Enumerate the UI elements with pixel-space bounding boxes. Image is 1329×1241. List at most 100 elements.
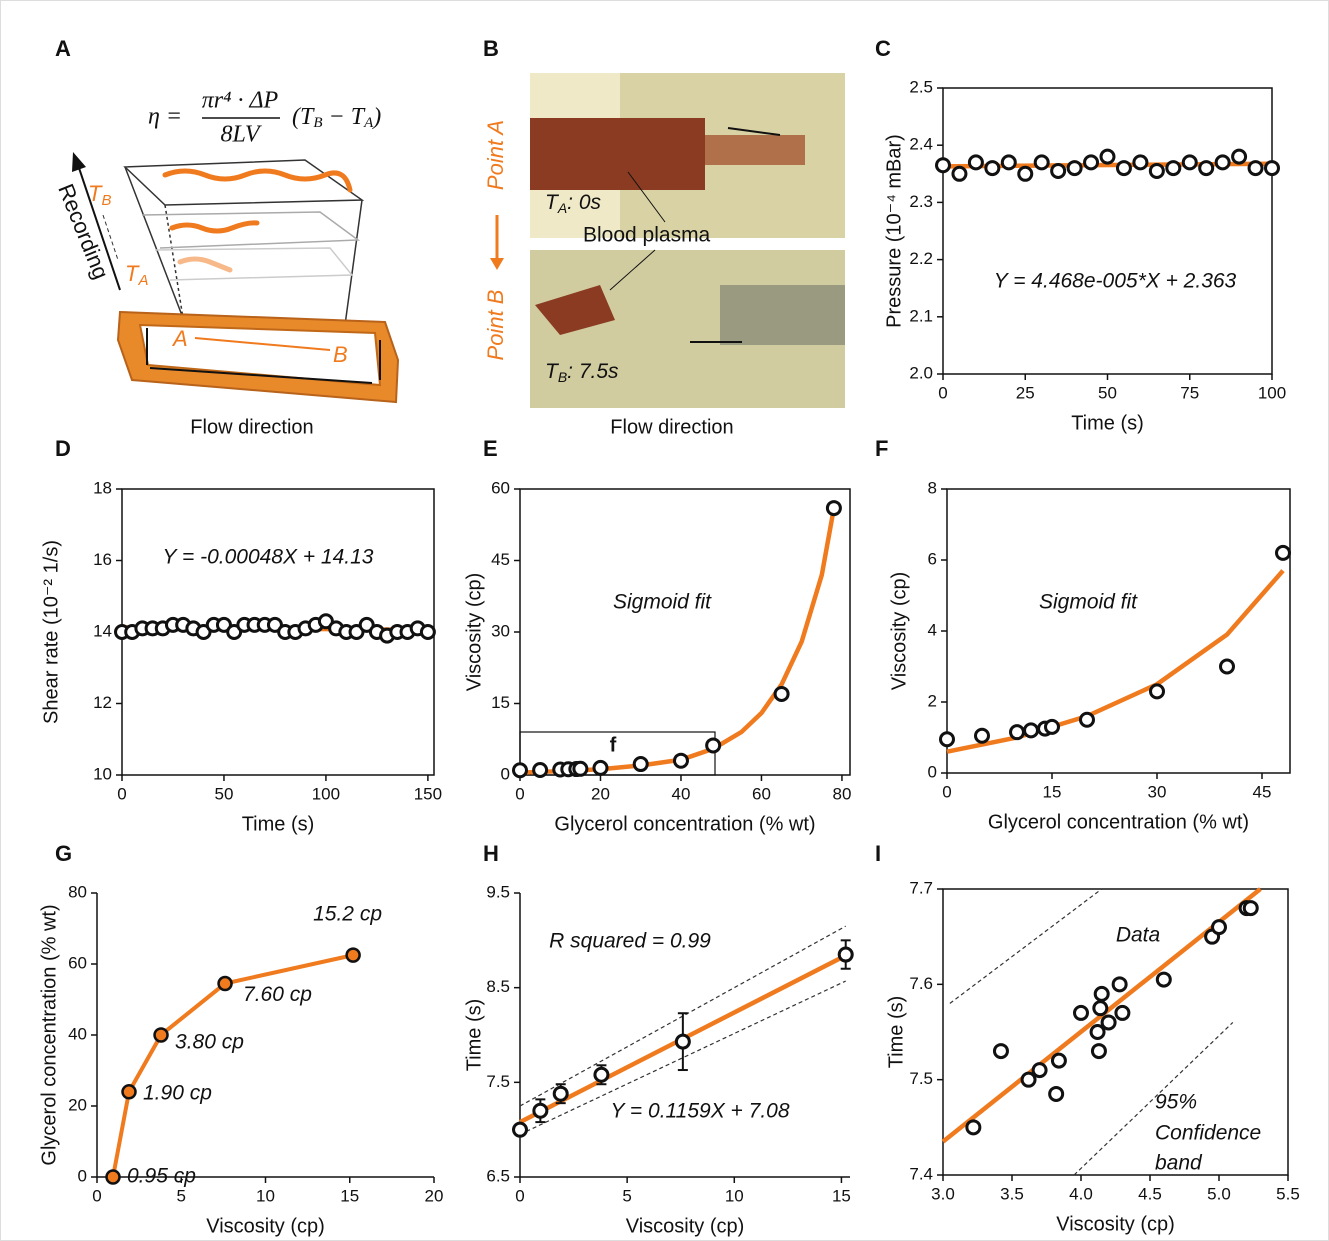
- x-tick-label: 5: [177, 1186, 186, 1205]
- data-point: [1073, 1004, 1089, 1021]
- x-tick-label: 0: [515, 784, 524, 803]
- panel-label: C: [875, 36, 891, 61]
- point-a: A: [171, 326, 188, 351]
- point-label: 0.95 cp: [127, 1165, 196, 1188]
- data-point: [105, 1169, 121, 1185]
- y-tick-label: 20: [68, 1095, 87, 1114]
- data-point: [1242, 900, 1259, 917]
- data-point: [705, 737, 722, 754]
- y-tick-label: 2.5: [909, 77, 933, 96]
- chart-panel: C 0 25 50 75 100 2.0 2.1 2.2 2.3 2.4 2.5 Time (s) Pre…: [875, 36, 1286, 434]
- data-point: [1020, 1071, 1037, 1088]
- tb-label: TB: 7.5s: [545, 360, 619, 385]
- x-axis-label: Time (s): [242, 813, 315, 835]
- data-point: [1264, 160, 1280, 177]
- data-point: [1033, 154, 1050, 171]
- data-point: [1050, 1052, 1067, 1069]
- x-axis-label: Glycerol concentration (% wt): [988, 811, 1249, 833]
- panel-b: B Point A Point B TA: 0s Blood plasma TB…: [483, 36, 845, 438]
- data-point: [1092, 1000, 1109, 1017]
- annotation: Sigmoid fit: [1039, 591, 1138, 614]
- data-point: [1017, 165, 1034, 182]
- tb-part: T: [88, 181, 103, 206]
- y-axis-label: Viscosity (cp): [463, 573, 485, 692]
- x-tick-label: 50: [1098, 383, 1117, 402]
- wall: [530, 73, 620, 118]
- data-point: [672, 752, 689, 769]
- panel-a: A η = πr⁴ · ΔP 8LV (TB − TA) Recording T…: [53, 36, 400, 438]
- data-point: [1219, 658, 1235, 675]
- data-point: [1023, 722, 1039, 739]
- tb-part: : 7.5s: [567, 360, 619, 383]
- y-tick-label: 80: [68, 882, 87, 901]
- ta-part: T: [125, 261, 140, 286]
- annotation: Y = -0.00048X + 14.13: [163, 546, 374, 569]
- channel: [720, 285, 845, 345]
- data-point: [1165, 160, 1182, 177]
- chart-panel: F 0 15 30 45 0 2 4 6 8 Glycerol concentration (% w…: [875, 436, 1291, 833]
- data-point: [532, 761, 549, 778]
- x-tick-label: 5.0: [1207, 1184, 1231, 1203]
- y-axis-label: Glycerol concentration (% wt): [38, 904, 60, 1165]
- x-tick-label: 0: [92, 1186, 101, 1205]
- panel-label: H: [483, 841, 499, 866]
- data-point: [984, 160, 1001, 177]
- data-point: [1115, 160, 1132, 177]
- confidence-band: [519, 925, 847, 1107]
- pointer: [627, 171, 666, 223]
- data-point: [1247, 160, 1264, 177]
- y-tick-label: 0: [501, 764, 510, 783]
- x-tick-label: 0: [515, 1186, 524, 1205]
- dashed-link: [102, 214, 119, 261]
- x-tick-label: 15: [1043, 782, 1062, 801]
- arrowhead: [72, 152, 86, 172]
- x-tick-label: 3.0: [931, 1184, 955, 1203]
- x-axis-label: Viscosity (cp): [626, 1215, 745, 1237]
- y-tick-label: 4: [928, 620, 937, 639]
- x-axis-label: Viscosity (cp): [1056, 1213, 1175, 1235]
- y-tick-label: 2.3: [909, 192, 933, 211]
- y-tick-label: 7.4: [909, 1164, 933, 1183]
- tb-part: B: [101, 192, 111, 209]
- plasma-channel: [530, 118, 705, 190]
- formula-part: (T: [292, 104, 315, 130]
- y-tick-label: 12: [93, 693, 112, 712]
- x-tick-label: 30: [1148, 782, 1167, 801]
- y-axis-label: Viscosity (cp): [888, 572, 910, 691]
- chart-panel: G 0 5 10 15 20 0 20 40 60 80 Viscosity (cp) Glycerol…: [38, 841, 443, 1237]
- data-point: [1050, 162, 1067, 179]
- data-point: [1044, 718, 1060, 735]
- y-axis-label: Time (s): [885, 996, 907, 1069]
- annotation: Data: [1116, 924, 1160, 947]
- data-point: [974, 727, 990, 744]
- y-tick-label: 45: [491, 550, 510, 569]
- panel-label: E: [483, 436, 498, 461]
- data-point: [532, 1102, 549, 1119]
- caption: Flow direction: [610, 416, 733, 438]
- y-tick-label: 16: [93, 550, 112, 569]
- data-point: [1231, 148, 1248, 165]
- data-point: [1132, 154, 1149, 171]
- plot-frame: [942, 888, 1289, 1176]
- formula-numerator: πr⁴ · ΔP: [202, 88, 279, 114]
- x-tick-label: 100: [1258, 383, 1286, 402]
- chart-panel: E 0 20 40 60 80 0 15 30 45 60 Glycerol concentratio…: [463, 436, 851, 835]
- data-point: [1148, 162, 1165, 179]
- data-point: [153, 1027, 169, 1043]
- y-tick-label: 10: [93, 764, 112, 783]
- x-tick-label: 10: [725, 1186, 744, 1205]
- annotation: Y = 0.1159X + 7.08: [610, 1100, 789, 1123]
- inset-box: [519, 731, 716, 776]
- data-point: [1100, 1014, 1117, 1031]
- confidence-band: [949, 888, 1103, 1004]
- panel-label: D: [55, 436, 71, 461]
- x-tick-label: 10: [256, 1186, 275, 1205]
- x-tick-label: 0: [938, 383, 947, 402]
- data-point: [512, 762, 528, 779]
- confidence-band: [1073, 1022, 1234, 1176]
- y-axis-label: Pressure (10⁻⁴ mBar): [883, 134, 905, 328]
- formula-denominator: 8LV: [220, 122, 261, 148]
- y-tick-label: 2: [928, 691, 937, 710]
- x-tick-label: 20: [591, 784, 610, 803]
- y-tick-label: 18: [93, 478, 112, 497]
